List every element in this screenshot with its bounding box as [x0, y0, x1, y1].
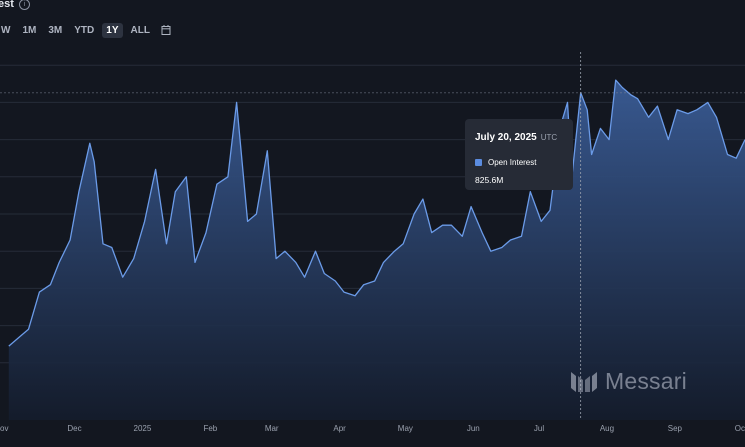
x-tick-label: Dec — [67, 424, 81, 433]
range-button-all[interactable]: ALL — [130, 24, 150, 36]
messari-watermark: Messari — [569, 366, 687, 396]
chart-title: est — [0, 0, 14, 10]
info-icon[interactable]: i — [18, 0, 30, 10]
messari-logo-icon — [571, 372, 597, 392]
tooltip-series-row: Open Interest — [475, 158, 563, 167]
x-tick-label: Oc — [735, 424, 745, 433]
range-button-week[interactable]: W — [1, 24, 11, 36]
tooltip-series-name: Open Interest — [488, 158, 537, 167]
x-tick-label: Sep — [668, 424, 683, 433]
tooltip-date: July 20, 2025 — [475, 132, 537, 143]
series-swatch — [475, 159, 482, 166]
series-line-open-interest — [8, 79, 745, 347]
range-button-1y[interactable]: 1Y — [102, 22, 123, 38]
x-tick-label: 2025 — [134, 424, 152, 433]
x-tick-label: Aug — [600, 424, 614, 433]
chart-title-row: est i — [0, 0, 30, 11]
x-tick-label: May — [398, 424, 413, 433]
x-axis-labels: ov Dec 2025 Feb Mar Apr May Jun Jul Aug Sep Oc — [0, 424, 745, 433]
x-tick-label: Mar — [265, 424, 279, 433]
tooltip-timezone: UTC — [540, 133, 558, 142]
x-tick-label: Jul — [534, 424, 544, 433]
x-tick-label: Apr — [333, 424, 346, 433]
time-range-selector: W 1M 3M YTD 1Y ALL — [0, 22, 172, 38]
x-tick-label: Jun — [467, 424, 480, 433]
x-tick-label: ov — [0, 424, 8, 433]
range-button-3m[interactable]: 3M — [48, 24, 63, 36]
hover-tooltip: July 20, 2025 UTC Open Interest 825.6M — [465, 119, 573, 190]
calendar-icon[interactable] — [160, 24, 172, 36]
range-button-ytd[interactable]: YTD — [74, 24, 95, 36]
watermark-text: Messari — [605, 367, 687, 394]
tooltip-value: 825.6M — [475, 175, 504, 185]
x-tick-label: Feb — [203, 424, 217, 433]
range-button-1m[interactable]: 1M — [22, 24, 37, 36]
